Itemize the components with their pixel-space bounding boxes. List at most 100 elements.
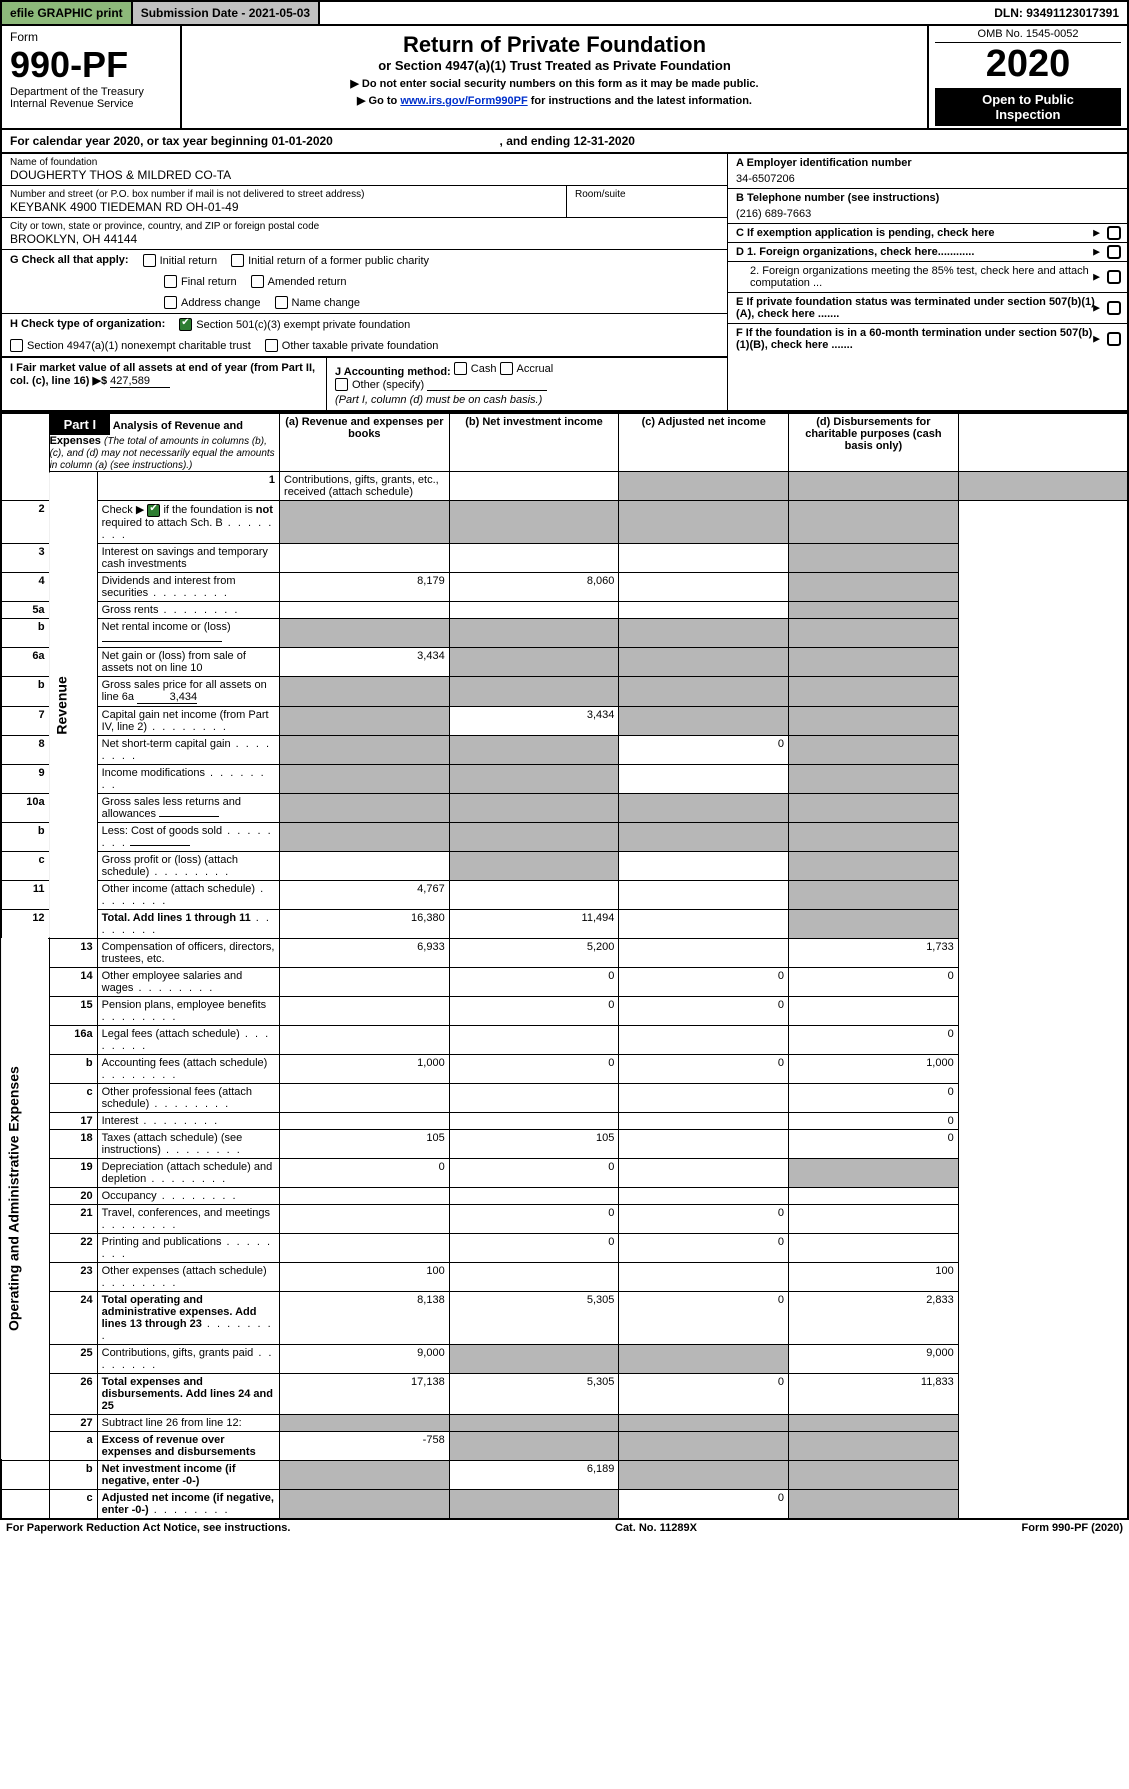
line-10b: Less: Cost of goods sold [97, 822, 279, 851]
efile-print-button[interactable]: efile GRAPHIC print [2, 2, 133, 24]
f-checkbox[interactable] [1107, 332, 1121, 346]
col-d-header: (d) Disbursements for charitable purpose… [789, 413, 959, 472]
cal-begin: 01-01-2020 [271, 134, 332, 148]
foundation-name-cell: Name of foundation DOUGHERTY THOS & MILD… [2, 154, 727, 186]
c-check[interactable]: C If exemption application is pending, c… [728, 224, 1127, 243]
line-7: Capital gain net income (from Part IV, l… [97, 706, 279, 735]
g-final-return[interactable]: Final return [164, 275, 237, 288]
identification-grid: Name of foundation DOUGHERTY THOS & MILD… [0, 154, 1129, 412]
e-label: E If private foundation status was termi… [736, 296, 1095, 320]
dept-line1: Department of the Treasury [10, 86, 172, 98]
city-label: City or town, state or province, country… [10, 221, 719, 232]
j-other[interactable]: Other (specify) [335, 378, 424, 391]
col-c-header: (c) Adjusted net income [619, 413, 789, 472]
line-11: Other income (attach schedule) [97, 880, 279, 909]
form-title-block: Return of Private Foundation or Section … [182, 26, 927, 128]
d2-checkbox[interactable] [1107, 270, 1121, 284]
h-501c3[interactable]: Section 501(c)(3) exempt private foundat… [179, 318, 410, 331]
ein-value: 34-6507206 [736, 169, 1119, 185]
g-initial-public[interactable]: Initial return of a former public charit… [231, 254, 429, 267]
instr2-post: for instructions and the latest informat… [531, 95, 752, 107]
street-label: Number and street (or P.O. box number if… [10, 189, 558, 200]
ein-label: A Employer identification number [736, 157, 1119, 169]
instructions-link[interactable]: www.irs.gov/Form990PF [400, 95, 527, 107]
line-4: Dividends and interest from securities [97, 572, 279, 601]
open-line1: Open to Public [937, 92, 1119, 107]
form-number: 990-PF [10, 44, 172, 86]
line-8: Net short-term capital gain [97, 735, 279, 764]
line-23: Other expenses (attach schedule) [97, 1262, 279, 1291]
expenses-side-label: Operating and Administrative Expenses [1, 938, 49, 1460]
line-9: Income modifications [97, 764, 279, 793]
line-27c: Adjusted net income (if negative, enter … [97, 1489, 279, 1519]
top-bar: efile GRAPHIC print Submission Date - 20… [0, 0, 1129, 26]
h-4947a1[interactable]: Section 4947(a)(1) nonexempt charitable … [10, 339, 251, 352]
line-22: Printing and publications [97, 1233, 279, 1262]
instr-2: ▶ Go to www.irs.gov/Form990PF for instru… [192, 94, 917, 107]
street-cell: Number and street (or P.O. box number if… [2, 186, 567, 217]
e-checkbox[interactable] [1107, 301, 1121, 315]
col-b-header: (b) Net investment income [449, 413, 619, 472]
line-27: Subtract line 26 from line 12: [97, 1414, 279, 1431]
ein-cell: A Employer identification number 34-6507… [728, 154, 1127, 189]
form-word: Form [10, 30, 172, 44]
d1-check[interactable]: D 1. Foreign organizations, check here..… [728, 243, 1127, 262]
schb-checkbox[interactable] [147, 504, 160, 517]
c-checkbox[interactable] [1107, 226, 1121, 240]
revenue-side-label: Revenue [49, 472, 97, 939]
cal-mid: , and ending [500, 134, 574, 148]
line-1: Contributions, gifts, grants, etc., rece… [280, 472, 450, 501]
name-label: Name of foundation [10, 157, 719, 168]
j-accrual[interactable]: Accrual [500, 362, 554, 375]
open-public-badge: Open to Public Inspection [935, 88, 1121, 126]
footer-right: Form 990-PF (2020) [1022, 1522, 1123, 1534]
g-amended-return[interactable]: Amended return [251, 275, 347, 288]
g-name-change[interactable]: Name change [275, 296, 361, 309]
h-label: H Check type of organization: [10, 318, 165, 331]
form-subtitle: or Section 4947(a)(1) Trust Treated as P… [192, 58, 917, 73]
line-14: Other employee salaries and wages [97, 967, 279, 996]
street-row: Number and street (or P.O. box number if… [2, 186, 727, 218]
j-cash[interactable]: Cash [454, 362, 497, 375]
line-18: Taxes (attach schedule) (see instruction… [97, 1129, 279, 1158]
line-16c: Other professional fees (attach schedule… [97, 1083, 279, 1112]
j-block: J Accounting method: Cash Accrual Other … [327, 358, 727, 410]
ij-row: I Fair market value of all assets at end… [2, 357, 727, 410]
d2-check[interactable]: 2. Foreign organizations meeting the 85%… [728, 262, 1127, 293]
room-cell: Room/suite [567, 186, 727, 217]
cal-end: 12-31-2020 [574, 134, 635, 148]
line-3: Interest on savings and temporary cash i… [97, 543, 279, 572]
line-5b: Net rental income or (loss) [97, 618, 279, 647]
dept-line2: Internal Revenue Service [10, 98, 172, 110]
room-label: Room/suite [575, 189, 719, 200]
part1-tab: Part I [50, 414, 111, 435]
calendar-year-row: For calendar year 2020, or tax year begi… [0, 130, 1129, 154]
instr2-pre: ▶ Go to [357, 95, 400, 107]
instr-1: ▶ Do not enter social security numbers o… [192, 77, 917, 90]
city-cell: City or town, state or province, country… [2, 218, 727, 250]
g-label: G Check all that apply: [10, 254, 129, 267]
tax-year: 2020 [935, 43, 1121, 86]
line-16a: Legal fees (attach schedule) [97, 1025, 279, 1054]
line-10a: Gross sales less returns and allowances [97, 793, 279, 822]
col-a-header: (a) Revenue and expenses per books [280, 413, 450, 472]
h-other-taxable[interactable]: Other taxable private foundation [265, 339, 439, 352]
e-check[interactable]: E If private foundation status was termi… [728, 293, 1127, 324]
g-initial-return[interactable]: Initial return [143, 254, 217, 267]
g-checks: G Check all that apply: Initial return I… [2, 250, 727, 314]
open-line2: Inspection [937, 107, 1119, 122]
line-17: Interest [97, 1112, 279, 1129]
line-16b: Accounting fees (attach schedule) [97, 1054, 279, 1083]
g-address-change[interactable]: Address change [164, 296, 261, 309]
f-check[interactable]: F If the foundation is in a 60-month ter… [728, 324, 1127, 354]
line-25: Contributions, gifts, grants paid [97, 1344, 279, 1373]
line-6b: Gross sales price for all assets on line… [97, 676, 279, 706]
phone-cell: B Telephone number (see instructions) (2… [728, 189, 1127, 224]
dln: DLN: 93491123017391 [986, 2, 1127, 24]
d1-checkbox[interactable] [1107, 245, 1121, 259]
d2-label: 2. Foreign organizations meeting the 85%… [736, 265, 1097, 289]
omb-number: OMB No. 1545-0052 [935, 28, 1121, 43]
line-5a: Gross rents [97, 601, 279, 618]
footer-left: For Paperwork Reduction Act Notice, see … [6, 1522, 290, 1534]
cal-pre: For calendar year 2020, or tax year begi… [10, 134, 271, 148]
